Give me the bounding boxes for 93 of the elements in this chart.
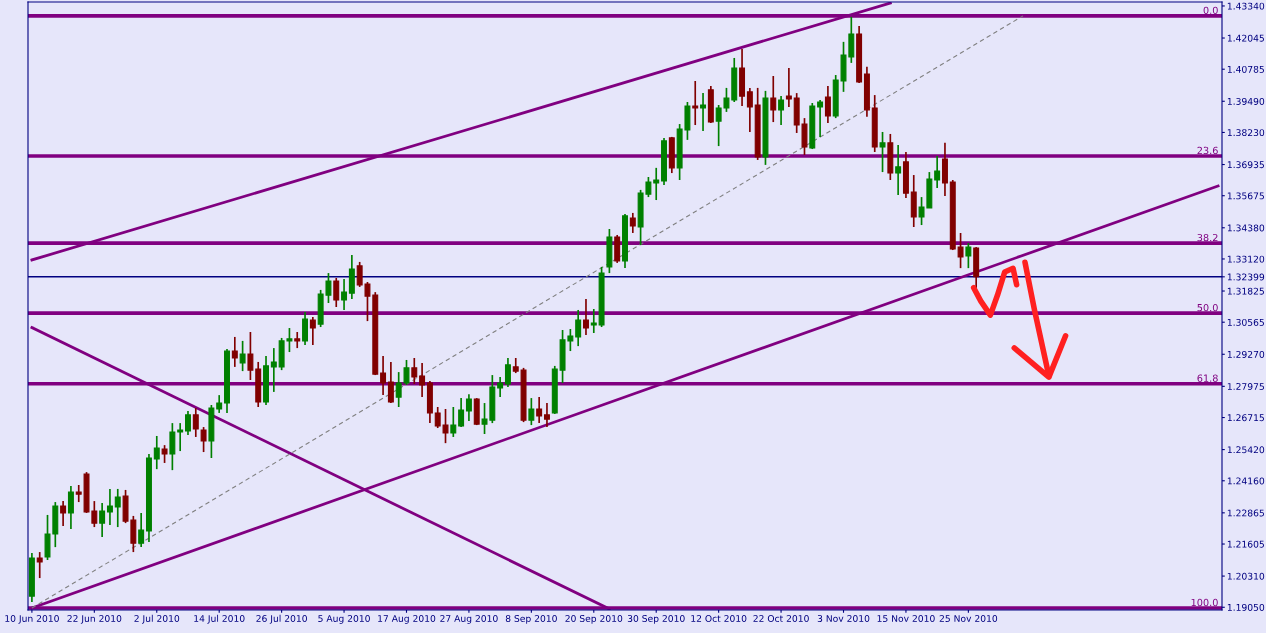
annotation: 100.0: [1191, 598, 1218, 607]
candlestick: [583, 298, 589, 336]
candlestick: [575, 309, 582, 347]
candlestick: [153, 435, 160, 470]
candlestick: [450, 406, 457, 438]
candlestick: [239, 340, 246, 372]
candlestick: [465, 393, 472, 422]
candlestick: [419, 362, 426, 398]
x-tick-label: 12 Oct 2010: [691, 615, 747, 622]
candlestick: [302, 311, 309, 346]
candlestick: [536, 396, 543, 424]
candlestick: [138, 512, 145, 548]
y-tick-label: 1.39490: [1227, 97, 1265, 105]
candlestick: [380, 355, 387, 396]
candlestick: [528, 397, 535, 426]
annotation: 61.8: [1197, 374, 1218, 382]
y-tick-label: 1.42045: [1227, 34, 1264, 42]
candlestick: [309, 316, 316, 346]
y-tick-label: 1.38230: [1227, 129, 1265, 137]
y-tick-label: 1.27975: [1227, 383, 1264, 390]
candlestick: [785, 67, 792, 108]
candlestick: [192, 407, 199, 438]
candlestick: [36, 551, 43, 579]
y-tick-label: 1.36935: [1227, 161, 1264, 169]
candlestick: [341, 278, 348, 311]
x-tick-label: 20 Sep 2010: [565, 615, 623, 624]
y-tick-label: 1.25420: [1227, 446, 1265, 454]
candlestick: [824, 85, 831, 124]
y-tick-label: 1.29270: [1227, 350, 1265, 358]
candlestick: [60, 500, 67, 527]
x-tick-label: 22 Jun 2010: [67, 615, 122, 624]
candlestick: [458, 397, 465, 428]
candlestick: [543, 402, 550, 428]
x-tick-label: 2 Jul 2010: [134, 614, 180, 624]
y-tick-label: 1.40785: [1227, 65, 1264, 73]
candlestick: [770, 75, 777, 123]
x-tick-label: 5 Aug 2010: [318, 615, 370, 624]
y-tick-label: 1.32399: [1227, 273, 1265, 281]
candlestick: [247, 331, 254, 381]
candlestick: [99, 502, 106, 538]
candlestick: [200, 426, 207, 453]
candlestick: [778, 95, 785, 126]
candlestick: [114, 488, 121, 528]
candlestick: [497, 376, 504, 398]
y-tick-label: 1.34380: [1227, 224, 1265, 232]
x-tick-label: 3 Nov 2010: [817, 615, 870, 622]
y-tick-label: 1.21605: [1227, 540, 1264, 548]
x-tick-label: 15 Nov 2010: [877, 615, 935, 622]
x-tick-label: 26 Jul 2010: [256, 614, 307, 624]
candlestick: [629, 212, 636, 234]
candlestick: [106, 488, 113, 526]
y-tick-label: 1.24160: [1227, 477, 1265, 485]
annotation: 50.0: [1197, 303, 1218, 312]
y-tick-label: 1.22865: [1227, 509, 1264, 517]
candlestick: [169, 422, 176, 471]
x-tick-label: 30 Sep 2010: [627, 615, 685, 624]
x-tick-label: 22 Oct 2010: [753, 615, 809, 622]
x-tick-label: 14 Jul 2010: [194, 614, 245, 624]
y-tick-label: 1.31825: [1227, 287, 1264, 295]
candlestick: [879, 131, 886, 173]
y-tick-label: 1.19050: [1227, 603, 1265, 611]
candlestick: [965, 242, 972, 269]
candlestick: [590, 308, 597, 334]
candlestick: [177, 422, 184, 452]
candlestick: [504, 357, 511, 388]
candlestick: [387, 361, 394, 404]
annotation: 23.6: [1197, 146, 1218, 155]
candlestick: [746, 87, 753, 133]
y-tick-label: 1.33120: [1227, 255, 1265, 263]
candlestick: [411, 357, 418, 385]
y-tick-label: 1.30565: [1227, 318, 1264, 326]
y-tick-label: 1.43340: [1227, 2, 1265, 10]
candlestick: [333, 277, 340, 308]
x-tick-label: 25 Nov 2010: [939, 615, 998, 622]
candlestick: [231, 336, 238, 368]
candlestick: [934, 155, 941, 189]
x-tick-label: 17 Aug 2010: [378, 615, 436, 624]
annotation: 38.2: [1197, 233, 1218, 242]
y-tick-label: 1.26715: [1227, 414, 1264, 422]
y-tick-label: 1.35675: [1227, 192, 1264, 200]
candlestick: [185, 410, 191, 436]
candlestick: [653, 167, 660, 201]
candlestick: [895, 144, 902, 196]
candlestick: [692, 80, 699, 126]
candlestick: [270, 347, 277, 393]
x-tick-label: 10 Jun 2010: [5, 615, 59, 624]
candlestick: [700, 92, 707, 132]
annotation: 0.0: [1203, 6, 1218, 14]
candlestick: [67, 485, 74, 530]
candlestick: [817, 99, 824, 138]
y-tick-label: 1.20310: [1227, 572, 1265, 580]
x-tick-label: 8 Sep 2010: [505, 615, 557, 624]
x-tick-label: 27 Aug 2010: [440, 615, 498, 624]
